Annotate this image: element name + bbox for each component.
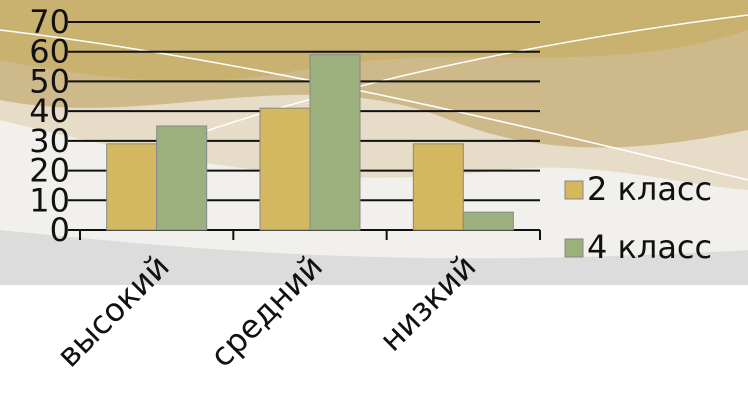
- bg-wave: [0, 230, 748, 285]
- legend-swatch: [564, 180, 584, 200]
- y-tick-label: 20: [29, 152, 70, 190]
- y-tick-label: 30: [29, 122, 70, 160]
- y-tick-label: 60: [29, 33, 70, 71]
- legend-label: 4 класс: [587, 228, 712, 266]
- bar: [462, 211, 514, 231]
- bar: [156, 125, 208, 231]
- bar: [309, 54, 361, 231]
- y-tick-label: 0: [50, 211, 70, 249]
- bg-line: [179, 14, 748, 141]
- y-tick-label: 50: [29, 62, 70, 100]
- bar: [106, 143, 158, 231]
- y-tick-label: 70: [29, 3, 70, 41]
- y-tick-label: 10: [29, 181, 70, 219]
- y-tick-label: 40: [29, 92, 70, 130]
- legend-swatch: [564, 238, 584, 258]
- bar: [412, 143, 464, 231]
- bar: [259, 107, 311, 231]
- bg-line: [0, 29, 748, 181]
- bg-wave: [0, 0, 748, 81]
- legend-label: 2 класс: [587, 170, 712, 208]
